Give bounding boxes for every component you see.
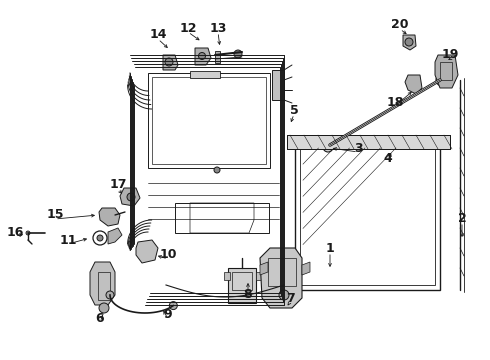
Text: 19: 19 [441, 49, 459, 62]
Bar [98, 272, 110, 300]
Polygon shape [260, 248, 302, 308]
Polygon shape [99, 208, 120, 226]
Bar [300, 145, 435, 285]
Text: 7: 7 [286, 292, 294, 305]
Text: 11: 11 [59, 234, 77, 247]
Polygon shape [215, 51, 220, 63]
Text: 6: 6 [96, 311, 104, 324]
Text: 5: 5 [290, 104, 298, 117]
Polygon shape [108, 228, 122, 244]
Circle shape [99, 303, 109, 313]
Bar [295, 140, 440, 290]
Polygon shape [272, 70, 284, 100]
Bar [190, 71, 220, 78]
Polygon shape [120, 188, 140, 206]
Text: 18: 18 [386, 95, 404, 108]
Polygon shape [302, 262, 310, 275]
Bar [287, 135, 450, 149]
Text: 16: 16 [6, 225, 24, 238]
Text: 9: 9 [164, 309, 172, 321]
Bar [440, 62, 452, 80]
Polygon shape [163, 55, 178, 70]
Circle shape [436, 74, 448, 86]
Bar [256, 272, 262, 280]
Text: 1: 1 [326, 242, 334, 255]
Circle shape [26, 231, 30, 235]
Circle shape [165, 58, 173, 66]
Circle shape [214, 167, 220, 173]
Text: 20: 20 [391, 18, 409, 31]
Circle shape [97, 235, 103, 241]
Bar [148, 73, 270, 168]
Bar [224, 272, 230, 280]
Bar [228, 268, 256, 303]
Circle shape [127, 193, 135, 201]
Circle shape [198, 53, 205, 59]
Text: 2: 2 [458, 211, 466, 225]
Bar [175, 203, 269, 233]
Text: 15: 15 [46, 208, 64, 221]
Circle shape [106, 291, 114, 299]
Text: 10: 10 [159, 248, 177, 261]
Polygon shape [405, 75, 422, 94]
Polygon shape [136, 240, 158, 263]
Polygon shape [403, 35, 416, 50]
Text: 12: 12 [179, 22, 197, 35]
Polygon shape [435, 55, 458, 88]
Circle shape [323, 142, 333, 152]
Bar [152, 77, 266, 164]
Circle shape [170, 302, 177, 310]
Circle shape [279, 290, 289, 300]
Polygon shape [90, 262, 115, 305]
Circle shape [405, 38, 413, 46]
Bar [268, 258, 296, 286]
Bar [232, 272, 252, 290]
Text: 8: 8 [244, 288, 252, 302]
Polygon shape [195, 48, 211, 65]
Text: 17: 17 [109, 179, 127, 192]
Text: 4: 4 [384, 152, 392, 165]
Text: 3: 3 [354, 141, 362, 154]
Circle shape [234, 50, 242, 58]
Text: 13: 13 [209, 22, 227, 35]
Bar [287, 135, 450, 149]
Polygon shape [260, 262, 268, 275]
Text: 14: 14 [149, 28, 167, 41]
